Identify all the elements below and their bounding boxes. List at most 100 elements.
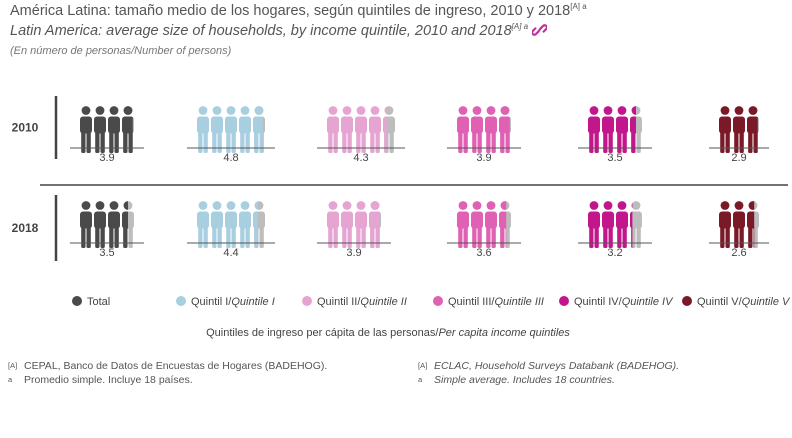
person-torso: [588, 116, 600, 134]
pictogram-group-2010-3: [327, 106, 395, 153]
person-right-leg: [245, 226, 250, 248]
person-head: [342, 201, 352, 210]
pictogram-group-2010-1: [80, 106, 134, 153]
person-shape: [457, 106, 469, 153]
footnote-note-es: a Promedio simple. Incluye 18 países.: [8, 373, 327, 387]
person-torso: [733, 116, 745, 134]
person-right-leg: [128, 226, 133, 248]
value-label: 4.8: [223, 152, 238, 164]
person-torso: [355, 116, 367, 134]
person-right-leg: [622, 226, 627, 248]
title-es-sup: [A] a: [570, 2, 587, 12]
legend-label-italic: Quintile IV: [622, 296, 674, 308]
person-left-leg: [212, 226, 217, 248]
person-head: [603, 201, 613, 210]
person-left-leg: [486, 131, 491, 153]
person-left-leg: [384, 131, 387, 153]
person-head: [95, 106, 105, 115]
person-left-leg: [589, 226, 594, 248]
pictogram-group-2010-2: [197, 106, 265, 153]
person-head: [472, 201, 482, 210]
person-left-leg: [212, 131, 217, 153]
person-left-leg: [734, 226, 739, 248]
person-icon: [588, 106, 600, 153]
person-shape: [108, 201, 120, 248]
person-right-leg: [361, 226, 366, 248]
person-torso: [355, 211, 367, 229]
person-head: [631, 106, 636, 115]
person-shape: [616, 201, 628, 248]
person-left-leg: [254, 131, 259, 153]
footnote-mark: a: [8, 375, 13, 384]
pictogram-group-2010-6: [719, 106, 759, 153]
person-left-leg: [720, 131, 725, 153]
legend-label-italic: Quintile V: [742, 296, 791, 308]
person-head: [500, 106, 510, 115]
legend-label-main: Quintil II/: [317, 296, 361, 308]
person-shape: [108, 106, 120, 153]
footnote-text: Promedio simple. Incluye 18 países.: [24, 374, 193, 386]
person-right-leg: [636, 226, 641, 248]
person-right-leg: [636, 131, 641, 153]
person-torso: [225, 211, 237, 229]
link-icon[interactable]: [532, 24, 548, 36]
person-right-leg: [594, 131, 599, 153]
person-right-leg: [505, 131, 510, 153]
footnote-text: Simple average. Includes 18 countries.: [434, 374, 615, 386]
person-torso: [719, 211, 731, 229]
person-icon: [108, 106, 120, 153]
person-torso: [499, 116, 510, 134]
person-right-leg: [100, 131, 105, 153]
person-torso: [602, 116, 614, 134]
person-shape: [225, 106, 237, 153]
person-icon: [94, 106, 106, 153]
person-torso: [457, 116, 469, 134]
value-label: 4.3: [353, 152, 368, 164]
legend-label-main: Total: [87, 296, 110, 308]
person-torso: [253, 116, 263, 134]
person-torso: [80, 211, 92, 229]
person-icon: [80, 106, 92, 153]
person-torso: [108, 116, 120, 134]
person-shape: [341, 201, 353, 248]
person-torso: [211, 116, 223, 134]
person-right-leg: [347, 131, 352, 153]
pictogram-group-2018-5: [588, 201, 642, 248]
person-right-leg: [217, 131, 222, 153]
person-icon: [485, 106, 497, 153]
person-icon: [253, 201, 265, 248]
person-left-leg: [95, 131, 100, 153]
pictogram-group-2010-5: [588, 106, 642, 153]
person-right-leg: [347, 226, 352, 248]
person-torso: [122, 211, 128, 229]
person-head: [734, 201, 744, 210]
footnote-text: ECLAC, Household Surveys Databank (BADEH…: [434, 360, 680, 372]
person-torso: [719, 116, 731, 134]
person-shape: [602, 201, 614, 248]
person-icon: [616, 106, 628, 153]
person-torso: [630, 211, 633, 229]
person-right-leg: [333, 226, 338, 248]
person-left-leg: [631, 131, 636, 153]
person-head: [356, 106, 366, 115]
x-axis-label-main: Quintiles de ingreso per cápita de las p…: [206, 327, 439, 339]
person-head: [384, 106, 387, 115]
pictogram-group-2018-1: [80, 201, 134, 248]
person-head: [720, 201, 730, 210]
person-torso: [327, 116, 339, 134]
person-head: [226, 201, 236, 210]
person-icon: [327, 201, 339, 248]
person-right-leg: [231, 131, 236, 153]
value-label: 3.9: [99, 152, 114, 164]
person-head: [198, 106, 208, 115]
person-left-leg: [603, 131, 608, 153]
person-right-leg: [375, 226, 380, 248]
person-left-leg: [486, 226, 491, 248]
person-left-leg: [472, 226, 477, 248]
person-head: [123, 201, 128, 210]
person-filled-part: [369, 201, 380, 248]
footnote-mark: a: [418, 375, 423, 384]
pictogram-group-2018-3: [327, 201, 381, 248]
legend-item: Quintil IV/Quintile IV: [559, 296, 674, 308]
person-right-leg: [217, 226, 222, 248]
